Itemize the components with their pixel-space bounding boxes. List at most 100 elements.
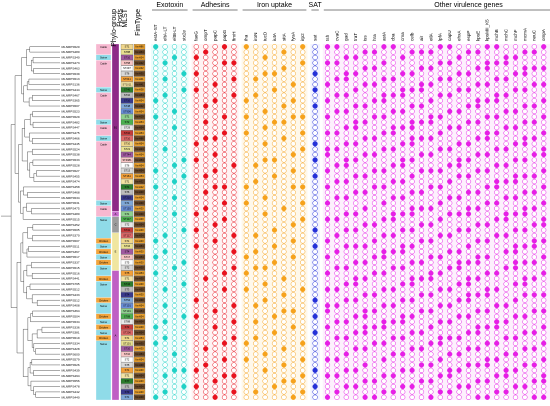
gene-absent-dot [171, 151, 178, 158]
gene-absent-dot [231, 103, 237, 109]
gene-absent-dot [456, 168, 462, 174]
gene-absent-dot [428, 232, 434, 239]
gene-present-dot [475, 103, 481, 109]
gene-absent-dot [203, 232, 209, 239]
gene-present-dot [437, 200, 443, 206]
gene-absent-dot [465, 76, 472, 82]
gene-absent-dot [203, 292, 209, 298]
gene-absent-dot [221, 108, 228, 115]
gene-absent-dot [312, 178, 318, 185]
fimtype-cell [133, 184, 146, 190]
gene-absent-dot [447, 49, 453, 55]
gene-absent-dot [271, 98, 278, 104]
gene-absent-dot [262, 146, 268, 152]
gene-absent-dot [162, 114, 168, 120]
gene-absent-dot [503, 356, 509, 363]
gene-absent-dot [531, 87, 537, 93]
mlst-label: ST5 [125, 271, 130, 275]
gene-absent-dot [381, 335, 387, 341]
gene-absent-dot [409, 98, 415, 104]
gene-absent-dot [494, 254, 500, 260]
mlst-label: ST10 [124, 99, 131, 103]
fimtype-cell [133, 292, 146, 298]
gene-absent-dot [162, 356, 168, 363]
gene-absent-dot [300, 249, 306, 255]
gene-present-dot [390, 211, 396, 217]
gene-absent-dot [300, 71, 306, 77]
gene-absent-dot [171, 238, 178, 244]
gene-present-dot [418, 168, 425, 174]
gene-absent-dot [312, 335, 318, 341]
strain-label: MLNRPS505 [62, 228, 80, 232]
gene-absent-dot [447, 168, 453, 174]
strain-label: MLNRPS511 [62, 244, 80, 248]
gene-present-dot [418, 49, 425, 55]
gene-absent-dot [290, 216, 296, 222]
gene-present-dot [290, 254, 296, 260]
gene-absent-dot [503, 200, 509, 206]
gene-label: celb [410, 32, 415, 41]
gene-absent-dot [271, 189, 278, 195]
gene-present-dot [494, 356, 500, 363]
gene-present-dot [381, 319, 387, 325]
gene-present-dot [300, 216, 306, 222]
gene-absent-dot [437, 324, 443, 330]
gene-absent-dot [243, 238, 249, 244]
gene-absent-dot [484, 351, 490, 357]
gene-absent-dot [475, 60, 481, 66]
gene-absent-dot [353, 168, 359, 174]
gene-present-dot [418, 292, 425, 298]
gene-absent-dot [437, 249, 443, 255]
gene-absent-dot [262, 346, 268, 352]
gene-present-dot [390, 195, 396, 201]
gene-absent-dot [418, 178, 425, 185]
gene-absent-dot [456, 319, 462, 325]
gene-present-dot [475, 222, 481, 228]
gene-absent-dot [400, 81, 406, 88]
gene-present-dot [371, 114, 378, 120]
gene-absent-dot [353, 378, 359, 384]
gene-present-dot [324, 286, 331, 293]
gene-absent-dot [300, 270, 306, 276]
gene-present-dot [503, 162, 509, 168]
gene-present-dot [353, 383, 359, 390]
gene-present-dot [437, 146, 443, 152]
gene-absent-dot [212, 211, 218, 217]
gene-present-dot [171, 178, 178, 185]
gene-absent-dot [371, 335, 378, 341]
gene-absent-dot [447, 65, 453, 71]
gene-absent-dot [300, 205, 306, 212]
gene-absent-dot [418, 54, 425, 61]
gene-absent-dot [353, 238, 359, 244]
gene-absent-dot [324, 141, 331, 147]
gene-absent-dot [437, 49, 443, 55]
gene-present-dot [221, 200, 228, 206]
gene-absent-dot [541, 60, 547, 66]
gene-absent-dot [153, 71, 159, 77]
gene-absent-dot [428, 249, 434, 255]
gene-absent-dot [400, 232, 406, 239]
gene-present-dot [456, 297, 462, 303]
gene-absent-dot [428, 173, 434, 179]
gene-absent-dot [281, 340, 287, 346]
gene-present-dot [231, 373, 237, 379]
gene-absent-dot [271, 389, 278, 395]
gene-absent-dot [503, 308, 509, 314]
gene-absent-dot [262, 60, 268, 66]
gene-present-dot [484, 292, 490, 298]
gene-absent-dot [271, 151, 278, 158]
gene-present-dot [334, 319, 340, 325]
gene-present-dot [300, 114, 306, 120]
gene-absent-dot [221, 189, 228, 195]
gene-absent-dot [475, 351, 481, 357]
gene-absent-dot [334, 87, 340, 93]
gene-absent-dot [437, 227, 443, 233]
gene-absent-dot [456, 286, 462, 293]
mlst-label: ST3 [125, 287, 130, 291]
mlst-cell [120, 222, 134, 228]
gene-absent-dot [221, 162, 228, 168]
gene-absent-dot [324, 383, 331, 390]
gene-absent-dot [456, 216, 462, 222]
gene-absent-dot [271, 232, 278, 239]
gene-present-dot [312, 227, 318, 233]
